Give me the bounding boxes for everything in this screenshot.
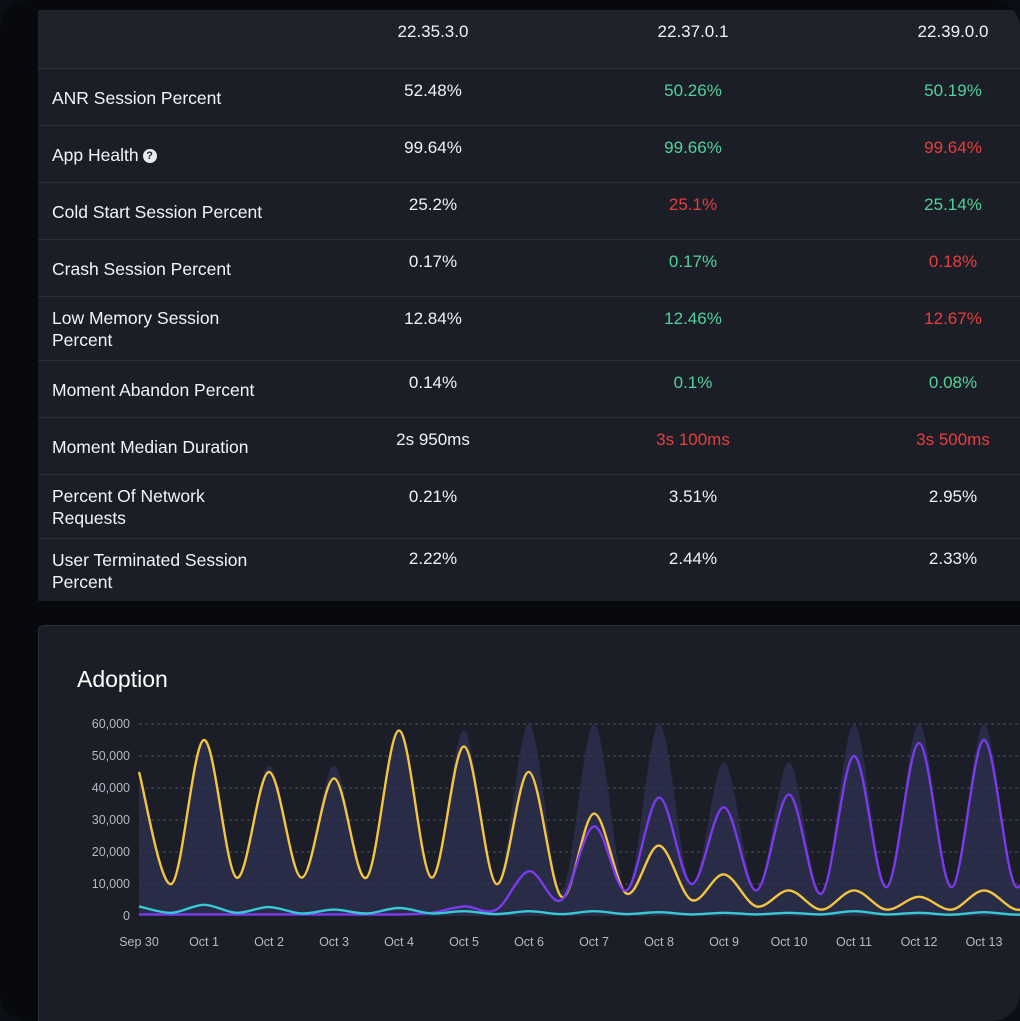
y-tick-label: 60,000: [92, 717, 130, 731]
x-tick-label: Oct 13: [966, 935, 1003, 949]
metric-value: 2s 950ms: [396, 430, 470, 449]
series-line: [138, 738, 1020, 916]
chart-title: Adoption: [77, 666, 168, 692]
y-tick-label: 20,000: [92, 845, 130, 859]
table-row: Percent Of Network Requests 0.21% 3.51% …: [38, 474, 1020, 539]
x-tick-label: Oct 7: [579, 935, 609, 949]
y-tick-label: 50,000: [92, 749, 130, 763]
x-tick-label: Sep 30: [119, 935, 159, 949]
adoption-chart: 0 10,000 20,000 30,000 40,000 50,000 60,000 Se…: [92, 717, 1020, 949]
table-row: Crash Session Percent 0.17% 0.17% 0.18%: [38, 239, 1020, 297]
version-header: 22.37.0.1: [657, 22, 729, 41]
metric-value: 50.19%: [924, 81, 982, 100]
metric-label: Cold Start Session Percent: [52, 202, 263, 222]
metric-label: Percent Of Network Requests: [52, 486, 205, 528]
release-comparison-table: 22.35.3.0 22.37.0.1 22.39.0.0 ANR Sessio…: [38, 10, 1020, 601]
version-header: 22.39.0.0: [917, 22, 989, 41]
metric-value: 0.14%: [408, 373, 458, 392]
x-tick-label: Oct 6: [514, 935, 544, 949]
metric-label: ANR Session Percent: [52, 88, 222, 108]
metric-label: Moment Abandon Percent: [52, 380, 255, 400]
metric-value: 12.84%: [404, 309, 462, 328]
y-tick-label: 40,000: [92, 781, 130, 795]
metric-value: 25.1%: [668, 195, 718, 214]
metric-value: 0.18%: [928, 252, 978, 271]
metric-value: 99.64%: [404, 138, 462, 157]
x-tick-label: Oct 5: [449, 935, 479, 949]
version-header: 22.35.3.0: [397, 22, 469, 41]
table-row: Moment Median Duration 2s 950ms 3s 100ms…: [38, 417, 1020, 475]
y-tick-label: 30,000: [92, 813, 130, 827]
series-line: [138, 903, 1020, 916]
y-tick-label: 10,000: [92, 877, 130, 891]
metric-value: 52.48%: [404, 81, 462, 100]
table-row: User Terminated Session Percent 2.22% 2.…: [38, 538, 1020, 602]
metric-value: 12.67%: [924, 309, 982, 328]
x-tick-label: Oct 8: [644, 935, 674, 949]
metric-value: 0.1%: [673, 373, 713, 392]
x-tick-label: Oct 1: [189, 935, 219, 949]
x-tick-label: Oct 3: [319, 935, 349, 949]
metric-value: 50.26%: [664, 81, 722, 100]
metric-value: 2.95%: [928, 487, 978, 506]
table-row: App Health? 99.64% 99.66% 99.64%: [38, 125, 1020, 183]
metric-value: 25.2%: [408, 195, 458, 214]
metric-label: Crash Session Percent: [52, 259, 231, 279]
metric-value: 25.14%: [924, 195, 982, 214]
x-tick-label: Oct 10: [771, 935, 808, 949]
metric-label: App Health: [52, 145, 139, 165]
metric-label: Low Memory Session Percent: [52, 308, 220, 350]
metric-value: 0.17%: [668, 252, 718, 271]
metric-value: 12.46%: [664, 309, 722, 328]
metric-value: 0.21%: [408, 487, 458, 506]
x-tick-label: Oct 9: [709, 935, 739, 949]
series-line: [137, 729, 1020, 912]
question-circle-icon[interactable]: ?: [142, 149, 157, 164]
metric-value: 3s 500ms: [916, 430, 990, 449]
metric-value: 3s 100ms: [656, 430, 730, 449]
adoption-card: Adoption 0 10,000 20,000 30,000 40,000 50,000…: [38, 625, 1020, 1021]
x-tick-label: Oct 11: [836, 935, 872, 949]
y-tick-label: 0: [123, 909, 130, 923]
table-header: 22.35.3.0 22.37.0.1 22.39.0.0: [38, 10, 1020, 68]
metric-value: 2.22%: [408, 549, 458, 568]
metric-value: 99.66%: [664, 138, 722, 157]
x-tick-label: Oct 4: [384, 935, 414, 949]
metric-value: 3.51%: [668, 487, 718, 506]
x-tick-label: Oct 12: [901, 935, 938, 949]
table-row: Moment Abandon Percent 0.14% 0.1% 0.08%: [38, 360, 1020, 418]
metric-value: 0.08%: [928, 373, 978, 392]
metric-label: Moment Median Duration: [52, 437, 249, 457]
metric-value: 99.64%: [924, 138, 982, 157]
table-row: Low Memory Session Percent 12.84% 12.46%…: [38, 296, 1020, 361]
metric-label: User Terminated Session Percent: [52, 550, 248, 592]
metric-value: 2.33%: [928, 549, 978, 568]
metric-value: 2.44%: [668, 549, 718, 568]
metric-label-wrap: App Health?: [52, 144, 292, 166]
table-row: Cold Start Session Percent 25.2% 25.1% 2…: [38, 182, 1020, 240]
table-row: ANR Session Percent 52.48% 50.26% 50.19%: [38, 68, 1020, 126]
x-tick-label: Oct 2: [254, 935, 284, 949]
metric-value: 0.17%: [408, 252, 458, 271]
